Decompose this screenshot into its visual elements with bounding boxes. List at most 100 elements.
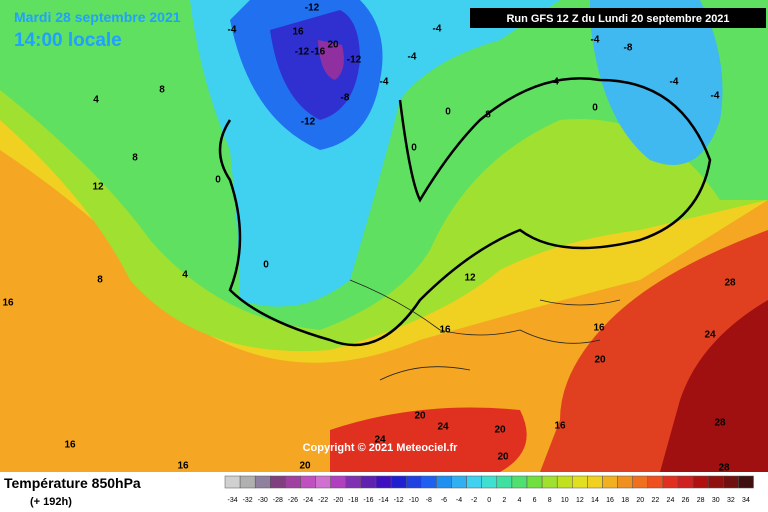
contour-label: -4 (670, 77, 679, 88)
legend-label: -34 (227, 497, 237, 504)
contour-label: 28 (718, 463, 730, 474)
zero-isotherm (218, 77, 712, 347)
legend-swatch (617, 475, 633, 489)
legend-label: -14 (378, 497, 388, 504)
contour-label: 16 (177, 461, 189, 472)
legend-label: -4 (456, 497, 462, 504)
coastlines (349, 279, 621, 381)
contour-label: -12 (301, 117, 316, 128)
legend-swatch (572, 475, 588, 489)
legend-label: 6 (533, 497, 537, 504)
legend-label: -32 (243, 497, 253, 504)
contour-label: 16 (292, 27, 304, 38)
contour-label: 20 (497, 452, 509, 463)
legend-swatch (541, 475, 558, 489)
legend-label: 14 (591, 497, 599, 504)
legend-label: -24 (303, 497, 313, 504)
legend-label: 24 (667, 497, 675, 504)
time: 14:00 locale (14, 30, 122, 51)
contour-label: 20 (494, 425, 506, 436)
legend-label: -30 (258, 497, 268, 504)
legend-label: 28 (697, 497, 705, 504)
copyright: Copyright © 2021 Meteociel.fr (303, 442, 459, 454)
contour-label: -8 (624, 43, 633, 54)
legend-swatch (330, 475, 347, 489)
legend-label: 2 (502, 497, 506, 504)
contour-label: -4 (228, 25, 237, 36)
legend-swatch (526, 475, 543, 489)
legend-label: -8 (426, 497, 432, 504)
legend-swatch (421, 475, 437, 489)
contour-label: 28 (724, 278, 736, 289)
legend-label: 32 (727, 497, 735, 504)
contour-label: -12 (347, 55, 362, 66)
contour-label: -4 (433, 24, 442, 35)
contour-label: -12 (295, 47, 310, 58)
legend-swatch (239, 475, 256, 489)
legend-label: 20 (636, 497, 644, 504)
contour-label: 12 (92, 182, 104, 193)
very-cold-core (270, 10, 360, 120)
legend-swatch (707, 475, 724, 489)
legend-swatch (647, 475, 664, 489)
contour-label: 0 (263, 260, 269, 271)
legend-swatch (602, 475, 618, 489)
cool-zone (0, 0, 768, 330)
legend-label: -2 (471, 497, 477, 504)
contour-label: -8 (341, 93, 350, 104)
contour-label: -16 (311, 47, 326, 58)
contour-label: 8 (132, 153, 138, 164)
date: Mardi 28 septembre 2021 (14, 9, 181, 25)
contour-label: 16 (439, 325, 451, 336)
contour-label: 4 (553, 77, 559, 88)
legend-label: 4 (517, 497, 521, 504)
hot-zone-africa (330, 407, 527, 472)
contour-label: 16 (64, 440, 76, 451)
color-legend: -34 -32 -30 -28 -26 -24 -22 -20 -18 -16 -14 -12 -10-… (224, 475, 754, 504)
contour-label: 20 (594, 355, 606, 366)
legend-swatch (632, 475, 649, 489)
legend-swatch (436, 475, 452, 489)
legend-swatch (556, 475, 573, 489)
legend-swatch (738, 475, 754, 489)
legend-label: -16 (363, 497, 373, 504)
legend-label: 30 (712, 497, 720, 504)
coldest-core (318, 40, 344, 80)
contour-label: 28 (714, 418, 726, 429)
contour-label: 16 (554, 421, 566, 432)
legend-label: -10 (409, 497, 419, 504)
contour-label: -12 (305, 3, 320, 14)
legend-swatch (481, 475, 498, 489)
legend-swatch (360, 475, 377, 489)
cold-zone-east (590, 0, 723, 165)
legend-label: -6 (441, 497, 447, 504)
legend-swatch (390, 475, 407, 489)
run-info: Run GFS 12 Z du Lundi 20 septembre 2021 (506, 13, 729, 25)
contour-label: 8 (97, 275, 103, 286)
legend-label: 12 (576, 497, 584, 504)
legend-swatch (496, 475, 513, 489)
legend-label: 0 (487, 497, 491, 504)
contour-label: 0 (411, 143, 417, 154)
contour-label: 0 (592, 103, 598, 114)
contour-label: -4 (711, 91, 720, 102)
contour-label: 20 (414, 411, 426, 422)
legend-swatch (466, 475, 482, 489)
legend-label: 34 (742, 497, 750, 504)
legend-swatch (345, 475, 362, 489)
legend-swatch (692, 475, 709, 489)
legend-label: 22 (651, 497, 659, 504)
contour-label: 0 (215, 175, 221, 186)
footer-lead: (+ 192h) (30, 496, 72, 508)
run-box (470, 8, 766, 28)
contour-label: 0 (445, 107, 451, 118)
legend-label: -28 (273, 497, 283, 504)
contour-label: -4 (380, 77, 389, 88)
legend-label: 8 (548, 497, 552, 504)
contour-label: 24 (374, 435, 386, 446)
legend-swatch (677, 475, 694, 489)
contour-label: 4 (93, 95, 99, 106)
